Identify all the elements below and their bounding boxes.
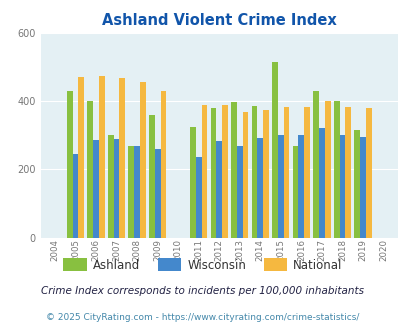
Text: © 2025 CityRating.com - https://www.cityrating.com/crime-statistics/: © 2025 CityRating.com - https://www.city… [46,313,359,322]
Bar [345,107,350,238]
Bar [149,115,154,238]
Bar [160,91,166,238]
Bar [298,135,303,238]
Bar [128,146,134,238]
Bar [99,76,104,238]
Bar [154,149,160,238]
Bar [210,108,216,238]
Bar [257,138,262,238]
Bar [303,107,309,238]
Bar [78,77,84,238]
Bar [222,105,227,238]
Bar [354,130,359,238]
Bar [195,157,201,238]
Bar [277,135,283,238]
Bar [318,128,324,238]
Bar [271,62,277,238]
Bar [313,91,318,238]
Bar [283,107,289,238]
Bar [72,154,78,238]
Bar [201,105,207,238]
Bar [230,102,236,238]
Title: Ashland Violent Crime Index: Ashland Violent Crime Index [102,13,336,28]
Bar [113,139,119,238]
Bar [236,146,242,238]
Bar [339,135,345,238]
Bar [140,82,145,238]
Bar [365,108,371,238]
Bar [216,142,222,238]
Text: Crime Index corresponds to incidents per 100,000 inhabitants: Crime Index corresponds to incidents per… [41,286,364,296]
Bar [134,146,140,238]
Bar [119,78,125,238]
Bar [251,106,257,238]
Legend: Ashland, Wisconsin, National: Ashland, Wisconsin, National [58,253,347,276]
Bar [359,137,365,238]
Bar [333,101,339,238]
Bar [93,141,99,238]
Bar [292,146,298,238]
Bar [190,127,195,238]
Bar [262,110,268,238]
Bar [108,135,113,238]
Bar [242,112,248,238]
Bar [87,101,93,238]
Bar [67,91,72,238]
Bar [324,101,330,238]
